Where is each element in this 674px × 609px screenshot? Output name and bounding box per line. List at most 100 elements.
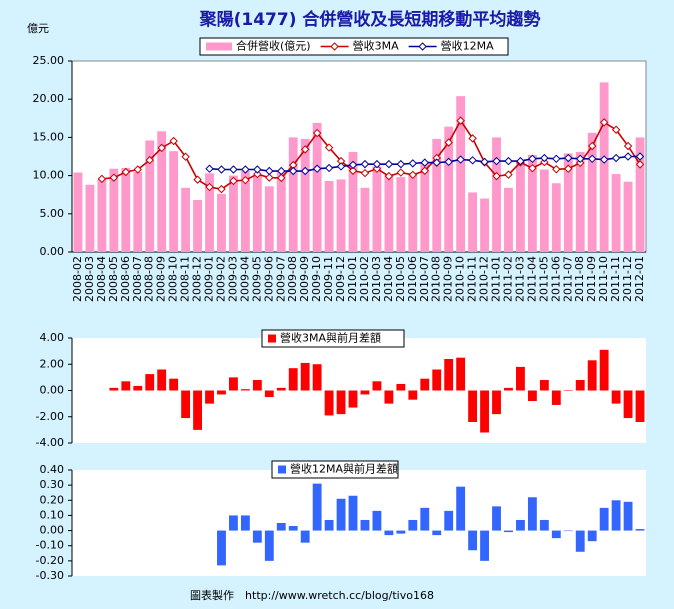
- marker: [217, 165, 226, 174]
- unit-label: 億元: [27, 22, 49, 35]
- legend-marker: [330, 42, 339, 51]
- bar: [492, 390, 501, 415]
- bar: [516, 519, 525, 531]
- bar: [587, 132, 597, 252]
- y-tick-label: 20.00: [33, 92, 65, 105]
- bar: [97, 179, 107, 252]
- bar: [539, 380, 549, 391]
- bar: [539, 519, 549, 531]
- marker: [623, 141, 633, 151]
- bar: [456, 96, 466, 252]
- bar: [312, 483, 322, 531]
- bar: [623, 390, 633, 419]
- bar: [372, 381, 382, 391]
- y-tick-label: 0.00: [40, 245, 65, 258]
- x-tick-label: 2009-07: [274, 256, 287, 302]
- bar: [635, 137, 645, 252]
- bar: [384, 530, 394, 536]
- x-tick-label: 2009-04: [238, 256, 251, 302]
- bar: [252, 530, 262, 543]
- bar: [360, 519, 370, 531]
- bar: [276, 387, 286, 391]
- x-tick-label: 2009-06: [262, 256, 275, 302]
- bar: [240, 389, 250, 391]
- x-tick-label: 2011-08: [573, 256, 586, 302]
- marker: [564, 153, 573, 163]
- marker: [444, 157, 453, 167]
- marker: [528, 154, 537, 163]
- bar: [276, 171, 286, 252]
- y-tick-label: 0.10: [40, 508, 65, 521]
- bar: [551, 530, 561, 539]
- marker: [324, 163, 334, 173]
- bar: [492, 506, 501, 531]
- x-tick-label: 2008-09: [155, 256, 168, 302]
- marker: [408, 170, 418, 180]
- marker: [348, 166, 358, 175]
- bar: [276, 523, 286, 531]
- bar: [264, 390, 274, 398]
- marker: [205, 182, 214, 192]
- bar: [181, 390, 191, 419]
- marker: [324, 143, 334, 152]
- marker: [528, 163, 537, 173]
- bar: [300, 362, 310, 391]
- bar: [635, 390, 645, 422]
- marker: [635, 152, 645, 161]
- marker: [552, 165, 561, 174]
- legend-label: 營收3MA: [353, 39, 399, 53]
- marker: [552, 154, 561, 163]
- bar: [73, 172, 83, 252]
- bar: [396, 177, 406, 252]
- bar: [169, 378, 179, 391]
- legend-marker: [418, 42, 427, 51]
- x-tick-label: 2010-08: [430, 256, 443, 302]
- marker: [157, 143, 166, 153]
- marker: [348, 160, 358, 170]
- legend-box: [271, 460, 399, 479]
- bar: [504, 530, 513, 533]
- marker: [468, 156, 477, 165]
- marker: [372, 164, 382, 173]
- bar: [85, 184, 95, 252]
- bar: [432, 138, 442, 252]
- marker: [504, 156, 513, 166]
- bar: [240, 515, 250, 531]
- bar: [229, 515, 238, 531]
- bar: [575, 530, 585, 552]
- x-tick-label: 2011-03: [513, 256, 526, 302]
- bar: [396, 530, 406, 534]
- x-tick-label: 2011-02: [501, 256, 514, 302]
- bar: [384, 174, 394, 252]
- legend-box: [261, 329, 405, 348]
- bar: [575, 151, 585, 252]
- bar: [492, 137, 501, 252]
- x-tick-label: 2009-11: [322, 256, 335, 302]
- bar: [516, 161, 525, 252]
- bar: [205, 390, 214, 404]
- marker: [169, 136, 178, 146]
- x-tick-label: 2008-06: [119, 256, 132, 302]
- bar: [264, 186, 274, 252]
- marker: [360, 168, 370, 178]
- legend-swatch: [206, 42, 232, 51]
- x-tick-label: 2008-11: [179, 256, 192, 302]
- marker: [611, 153, 621, 163]
- marker: [277, 173, 286, 183]
- bar: [611, 500, 621, 531]
- x-tick-label: 2011-04: [525, 256, 538, 302]
- x-tick-label: 2011-01: [490, 256, 503, 302]
- marker: [360, 159, 370, 169]
- chart-title: 聚陽(1477) 合併營收及長短期移動平均趨勢: [199, 9, 541, 30]
- x-tick-label: 2008-12: [191, 256, 204, 302]
- bar: [109, 168, 119, 252]
- marker: [277, 166, 286, 176]
- bar: [348, 151, 358, 252]
- bar: [217, 193, 226, 252]
- marker: [432, 158, 441, 167]
- x-tick-label: 2010-12: [478, 256, 491, 302]
- bar: [193, 200, 202, 252]
- bar: [480, 198, 489, 252]
- y-tick-label: -0.30: [36, 569, 64, 582]
- bar: [432, 530, 442, 536]
